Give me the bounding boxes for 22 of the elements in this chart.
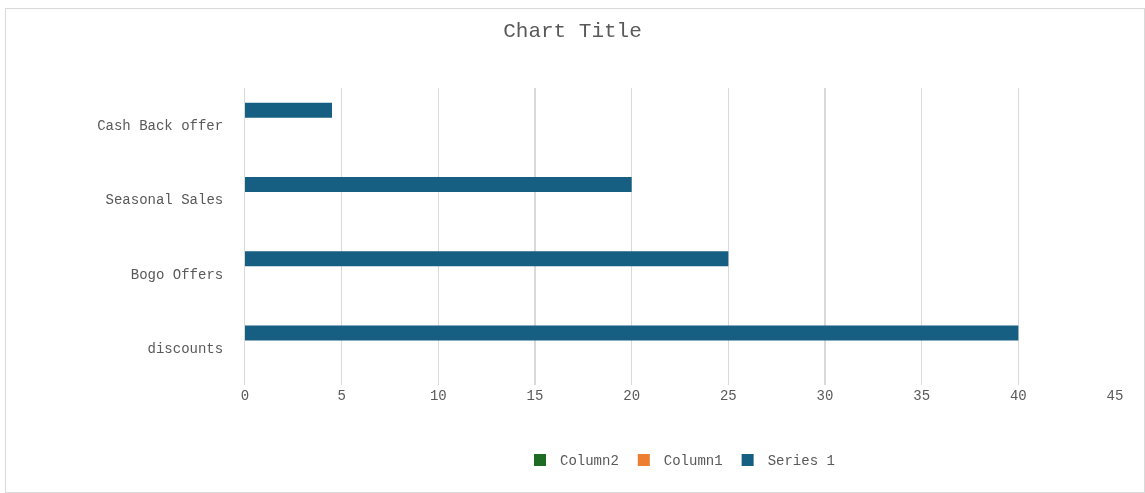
y-tick-label: Cash Back offer [97, 118, 224, 135]
x-tick-label: 5 [337, 388, 346, 404]
legend-label: Column2 [560, 453, 619, 470]
x-tick-label: 35 [913, 388, 931, 404]
y-tick-label: discounts [147, 340, 224, 357]
x-tick-label: 45 [1106, 388, 1124, 404]
chart-title: Chart Title [503, 19, 642, 43]
x-tick-label: 20 [623, 388, 641, 404]
bar [245, 102, 332, 118]
x-tick-label: 25 [719, 388, 737, 404]
x-tick-label: 30 [816, 388, 834, 404]
bar [245, 177, 632, 192]
y-tick-label: Bogo Offers [130, 266, 224, 283]
bar [245, 251, 729, 267]
y-tick-label: Seasonal Sales [105, 192, 224, 209]
x-tick-label: 15 [526, 388, 544, 404]
x-tick-label: 10 [429, 388, 447, 404]
bar [245, 325, 1019, 341]
legend-label: Series 1 [767, 453, 835, 470]
x-tick-label: 40 [1009, 388, 1027, 404]
x-tick-label: 0 [240, 388, 250, 404]
legend-label: Column1 [663, 453, 723, 470]
